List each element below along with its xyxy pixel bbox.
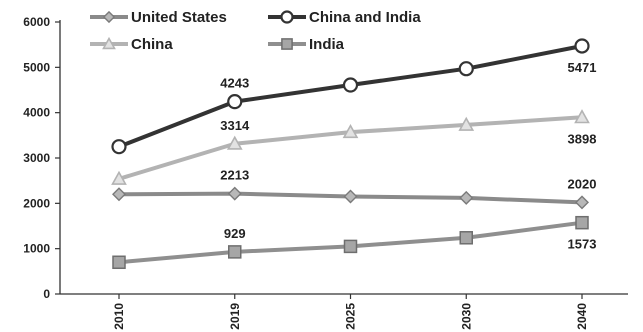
data-label-india: 1573	[568, 237, 597, 252]
data-point-united-states	[343, 189, 358, 204]
y-tick-label: 0	[43, 287, 50, 301]
data-point-china-and-india	[227, 94, 243, 110]
x-tick-label: 2030	[459, 303, 473, 330]
data-point-india	[459, 231, 473, 245]
legend-label: China and India	[309, 9, 421, 26]
data-point-china	[342, 124, 359, 139]
legend-item-china: China	[90, 36, 173, 53]
legend-label: China	[131, 36, 173, 53]
y-tick-label: 5000	[23, 60, 50, 74]
data-label-india: 929	[224, 226, 246, 241]
legend-marker-united-states	[102, 10, 116, 24]
series-china	[111, 109, 590, 185]
data-point-china	[458, 116, 475, 131]
series-india	[112, 215, 589, 270]
data-point-united-states	[575, 195, 589, 210]
data-point-china-and-india	[111, 139, 127, 155]
x-tick-label: 2025	[344, 303, 358, 330]
y-tick-label: 4000	[23, 106, 50, 120]
data-point-china	[574, 109, 590, 124]
series-china-and-india	[111, 38, 590, 155]
x-axis: 2010 2019 2025 2030 2040	[60, 293, 628, 330]
data-label-china-and-india: 4243	[220, 76, 249, 91]
legend-marker-china	[102, 36, 116, 50]
data-labels: 4243 5471 3314 3898 2213 2020 929 1573	[220, 60, 596, 252]
legend-item-united-states: United States	[90, 9, 227, 26]
data-label-china: 3898	[568, 131, 597, 146]
data-point-united-states	[112, 187, 126, 202]
data-label-united-states: 2020	[568, 176, 597, 191]
legend-item-india: India	[268, 36, 345, 53]
data-point-india	[343, 239, 358, 254]
y-axis: 0 1000 2000 3000 4000 5000 6000	[23, 15, 61, 301]
x-tick-label: 2040	[575, 303, 589, 330]
data-label-china: 3314	[220, 118, 250, 133]
data-point-united-states	[459, 190, 474, 205]
data-point-india	[112, 255, 126, 270]
data-point-united-states	[227, 186, 242, 201]
data-label-united-states: 2213	[220, 168, 249, 183]
y-tick-label: 2000	[23, 196, 50, 210]
series-layer	[111, 38, 590, 270]
data-point-china	[111, 170, 127, 185]
data-point-china-and-india	[342, 77, 359, 93]
series-united-states	[112, 186, 589, 210]
legend-label: United States	[131, 9, 227, 26]
x-tick-label: 2010	[112, 303, 126, 330]
data-point-china-and-india	[574, 38, 590, 54]
legend-marker-china-and-india	[280, 10, 294, 24]
data-point-china	[226, 135, 243, 150]
y-tick-label: 1000	[23, 242, 50, 256]
legend-marker-india	[281, 38, 293, 50]
x-tick-label: 2019	[228, 303, 242, 330]
legend-label: India	[309, 36, 345, 53]
data-point-india	[575, 215, 589, 230]
legend-item-china-and-india: China and India	[268, 9, 421, 26]
y-tick-label: 3000	[23, 151, 50, 165]
legend: United States China and India China India	[90, 9, 421, 53]
y-tick-label: 6000	[23, 15, 50, 29]
data-point-india	[228, 245, 242, 259]
data-point-china-and-india	[458, 61, 474, 77]
data-label-china-and-india: 5471	[568, 60, 597, 75]
